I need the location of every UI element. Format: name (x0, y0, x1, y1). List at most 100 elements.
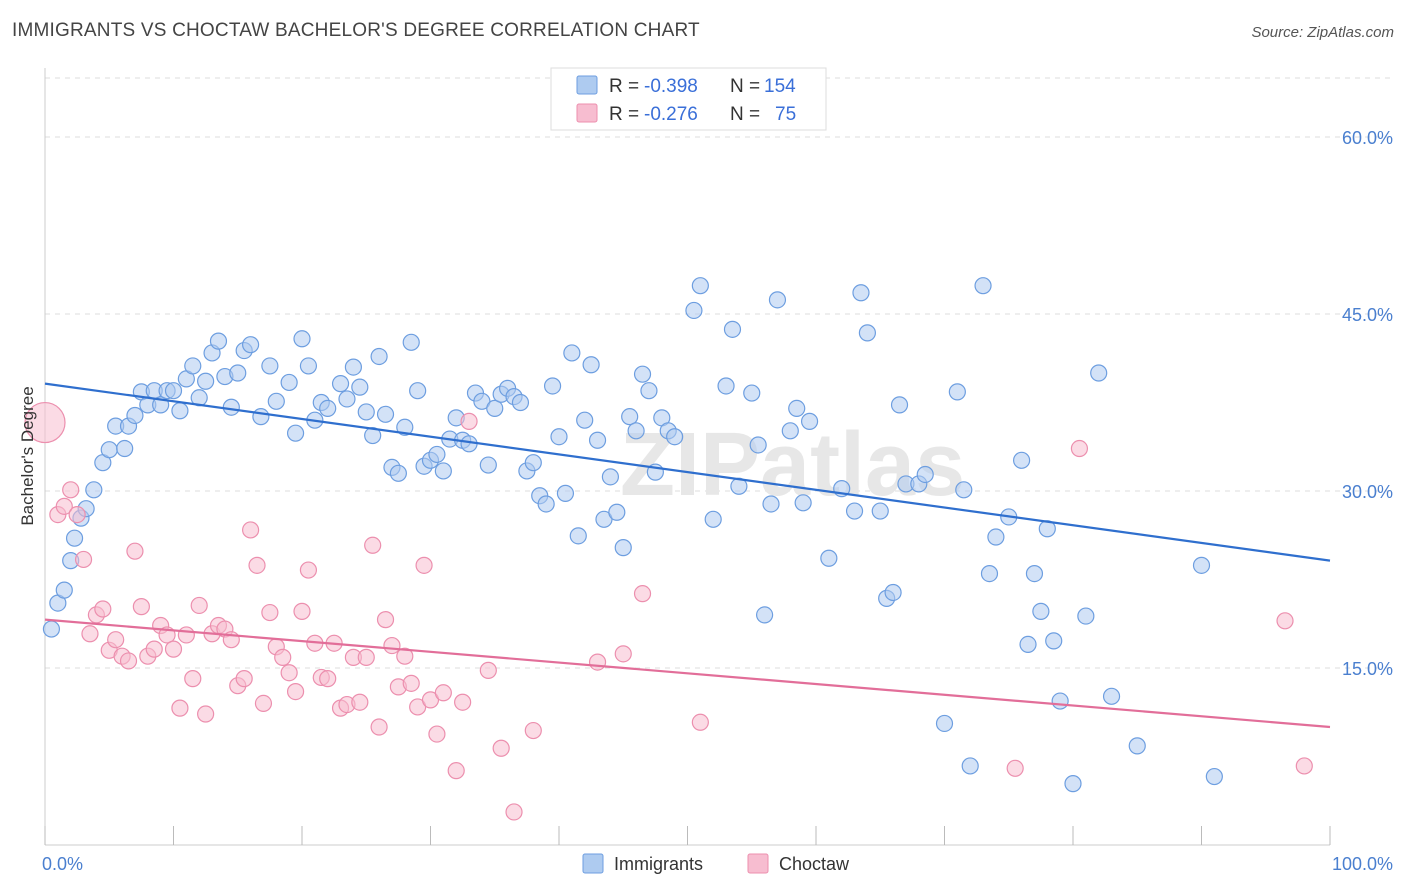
point-immigrants (800, 412, 819, 430)
point-choctaw (402, 674, 420, 692)
point-immigrants (1077, 607, 1095, 625)
x-tick-label: 100.0% (1332, 854, 1393, 874)
point-choctaw (370, 718, 388, 736)
bottom-legend-swatch-immigrants (582, 853, 604, 874)
legend-n-label: N = (730, 104, 760, 125)
point-choctaw (505, 803, 523, 821)
point-immigrants (704, 510, 722, 528)
point-choctaw (132, 598, 150, 616)
point-immigrants (916, 465, 934, 484)
point-choctaw (524, 721, 542, 740)
point-immigrants (524, 454, 542, 472)
point-immigrants (55, 581, 73, 599)
point-immigrants (171, 402, 189, 420)
point-immigrants (479, 456, 497, 474)
point-immigrants (550, 428, 568, 446)
point-immigrants (743, 384, 761, 402)
point-immigrants (974, 277, 992, 295)
point-choctaw (614, 645, 632, 663)
point-immigrants (209, 332, 228, 350)
point-immigrants (100, 441, 118, 459)
point-immigrants (627, 422, 645, 440)
point-immigrants (633, 365, 652, 383)
point-choctaw (415, 556, 433, 574)
point-immigrants (261, 357, 279, 375)
point-immigrants (543, 377, 562, 395)
legend-n-choctaw: 75 (775, 104, 796, 125)
point-choctaw (55, 497, 73, 515)
point-immigrants (434, 462, 452, 480)
point-immigrants (267, 392, 285, 410)
point-choctaw (119, 652, 138, 670)
grid (45, 77, 1395, 669)
point-immigrants (691, 277, 709, 295)
point-immigrants (569, 527, 587, 545)
point-choctaw (454, 693, 472, 711)
point-choctaw (242, 521, 260, 539)
y-tick-label: 15.0% (1342, 659, 1393, 679)
y-tick-label: 45.0% (1342, 305, 1393, 325)
point-choctaw (74, 550, 93, 569)
point-immigrants (935, 714, 954, 733)
point-choctaw (447, 762, 465, 780)
point-choctaw (171, 699, 189, 717)
point-immigrants (402, 333, 420, 351)
point-choctaw (280, 664, 298, 682)
point-immigrants (608, 503, 626, 521)
point-immigrants (164, 382, 183, 400)
point-choctaw (197, 705, 215, 723)
series-legend: Immigrants Choctaw (582, 853, 850, 874)
point-immigrants (252, 408, 270, 426)
point-immigrants (852, 284, 870, 302)
point-immigrants (396, 418, 414, 436)
point-immigrants (955, 481, 973, 499)
axes: 15.0% 30.0% 45.0% 60.0% 0.0% 100.0% (42, 68, 1393, 874)
point-immigrants (1128, 737, 1146, 755)
trend-line-choctaw (44, 618, 1331, 729)
point-immigrants (389, 464, 407, 482)
point-immigrants (486, 399, 504, 417)
point-immigrants (1032, 602, 1050, 620)
point-choctaw (396, 647, 414, 665)
point-choctaw (235, 670, 253, 688)
bottom-legend-swatch-choctaw (747, 853, 769, 874)
point-choctaw (691, 713, 709, 731)
point-immigrants (582, 356, 600, 374)
point-immigrants (762, 495, 780, 513)
point-immigrants (1090, 364, 1108, 382)
point-immigrants (319, 399, 337, 417)
point-immigrants (184, 357, 202, 375)
point-choctaw (376, 611, 395, 629)
point-immigrants (357, 403, 375, 421)
point-immigrants (563, 344, 581, 362)
point-immigrants (890, 396, 909, 414)
point-immigrants (601, 468, 620, 486)
point-choctaw (145, 640, 163, 658)
point-choctaw (190, 596, 208, 615)
point-immigrants (588, 431, 607, 449)
point-immigrants (781, 422, 799, 440)
point-immigrants (222, 398, 240, 416)
point-immigrants (685, 301, 703, 320)
point-choctaw (434, 684, 452, 702)
point-choctaw (351, 693, 369, 711)
point-immigrants (331, 375, 350, 393)
point-choctaw (1006, 759, 1024, 777)
chart-title: IMMIGRANTS VS CHOCTAW BACHELOR'S DEGREE … (12, 20, 700, 41)
point-immigrants (338, 390, 356, 408)
source-label: Source: ZipAtlas.com (1251, 24, 1394, 41)
point-immigrants (376, 405, 395, 423)
point-choctaw (68, 505, 86, 524)
point-immigrants (242, 336, 260, 354)
point-immigrants (1051, 692, 1069, 710)
point-choctaw (588, 653, 607, 671)
correlation-legend: R = -0.398 N = 154 R = -0.276 N = 75 (550, 67, 827, 131)
point-immigrants (537, 495, 555, 513)
point-choctaw (492, 739, 510, 757)
point-immigrants (614, 539, 632, 557)
point-immigrants (126, 406, 144, 425)
point-immigrants (299, 357, 318, 375)
point-choctaw (177, 626, 195, 644)
point-immigrants (556, 484, 575, 502)
point-immigrants (197, 372, 215, 390)
